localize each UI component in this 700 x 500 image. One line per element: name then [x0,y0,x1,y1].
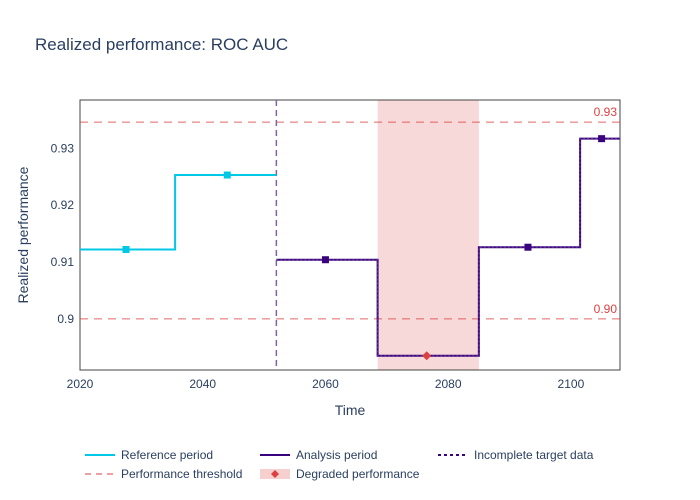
legend-label: Incomplete target data [474,448,594,462]
legend-label: Degraded performance [296,467,420,481]
threshold-label: 0.90 [594,302,618,316]
data-point-degraded [422,351,432,361]
x-tick-label: 2040 [189,377,216,391]
data-point-reference [223,171,231,179]
series-line-analysis-dotted [276,138,620,357]
legend-item: Analysis period [260,448,377,462]
data-point-reference [122,245,130,253]
legend-item: Reference period [85,448,213,462]
legend-item: Performance threshold [85,467,242,481]
x-tick-label: 2080 [435,377,462,391]
x-tick-label: 2060 [312,377,339,391]
legend-item: Degraded performance [260,467,420,481]
legend-label: Reference period [121,448,213,462]
y-tick-label: 0.92 [51,198,75,212]
legend-swatch [260,469,290,479]
legend-diamond-swatch [271,470,279,478]
x-tick-label: 2020 [67,377,94,391]
y-tick-label: 0.93 [51,141,75,155]
threshold-label: 0.93 [594,105,618,119]
y-tick-label: 0.9 [57,312,74,326]
degraded-performance-band [377,100,479,370]
series-line-reference [80,174,277,251]
x-axis-title: Time [335,402,366,418]
data-point-analysis [598,135,606,143]
chart-title: Realized performance: ROC AUC [35,35,288,54]
legend-label: Analysis period [296,448,377,462]
x-tick-label: 2100 [558,377,585,391]
y-tick-label: 0.91 [51,255,75,269]
data-point-analysis [524,243,532,251]
legend-label: Performance threshold [121,467,242,481]
data-point-analysis [321,256,329,264]
plot-frame [79,99,621,371]
legend-item: Incomplete target data [438,448,594,462]
y-axis-title: Realized performance [15,166,31,303]
